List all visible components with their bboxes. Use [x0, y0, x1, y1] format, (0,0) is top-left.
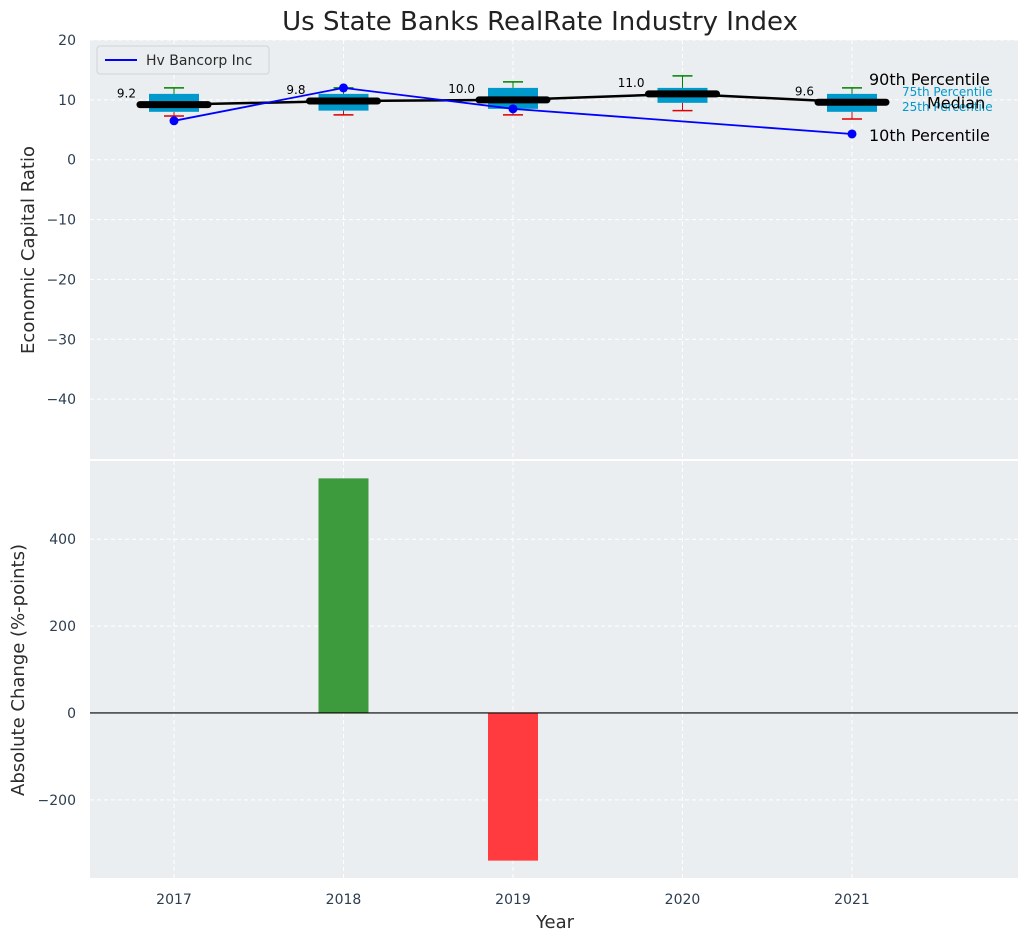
top-y-tick-label: 0	[67, 153, 76, 169]
annotation-median: Median	[927, 93, 985, 112]
x-tick-label: 2019	[495, 892, 531, 908]
series-point-hv-bancorp	[339, 83, 348, 93]
top-y-tick-label: −40	[46, 392, 76, 408]
bottom-y-axis-label: Absolute Change (%-points)	[8, 544, 29, 796]
x-tick-label: 2018	[326, 892, 362, 908]
legend: Hv Bancorp Inc	[96, 45, 270, 75]
annotation-75th-percentile: 75th Percentile	[902, 85, 993, 99]
legend-box	[96, 45, 270, 75]
bar-positive-change	[318, 478, 369, 713]
median-value-label: 11.0	[618, 76, 645, 90]
annotation-25th-percentile: 25th Percentile	[902, 100, 993, 114]
bottom-y-tick-label: 0	[67, 706, 76, 722]
x-tick-label: 2017	[156, 892, 192, 908]
top-y-tick-label: 10	[58, 93, 76, 109]
annotation-10th-percentile: 10th Percentile	[869, 126, 990, 145]
x-axis-label: Year	[535, 912, 575, 933]
bottom-y-tick-label: −200	[38, 793, 76, 809]
chart-title: Us State Banks RealRate Industry Index	[282, 7, 798, 37]
annotation-90th-percentile: 90th Percentile	[869, 70, 990, 89]
top-y-tick-label: −10	[46, 213, 76, 229]
x-tick-label: 2020	[665, 892, 701, 908]
series-line-hv-bancorp	[173, 86, 853, 135]
series-point-hv-bancorp	[847, 129, 857, 139]
bottom-plot-area	[90, 461, 1018, 878]
bar-negative-change	[488, 712, 538, 861]
top-y-axis-label: Economic Capital Ratio	[18, 146, 39, 354]
median-value-label: 10.0	[448, 82, 475, 96]
median-value-label: 9.2	[117, 87, 136, 101]
x-tick-label: 2021	[834, 892, 870, 908]
median-value-label: 9.6	[795, 84, 814, 98]
top-y-tick-label: −30	[46, 332, 76, 348]
top-y-tick-label: −20	[46, 272, 76, 288]
top-y-tick-label: 20	[58, 33, 76, 49]
bottom-y-tick-label: 200	[49, 619, 76, 635]
bottom-y-tick-label: 400	[49, 532, 76, 548]
median-value-label: 9.8	[286, 83, 305, 97]
series-point-hv-bancorp	[169, 116, 179, 126]
series-point-hv-bancorp	[508, 104, 518, 114]
legend-entry-label: Hv Bancorp Inc	[146, 53, 252, 69]
